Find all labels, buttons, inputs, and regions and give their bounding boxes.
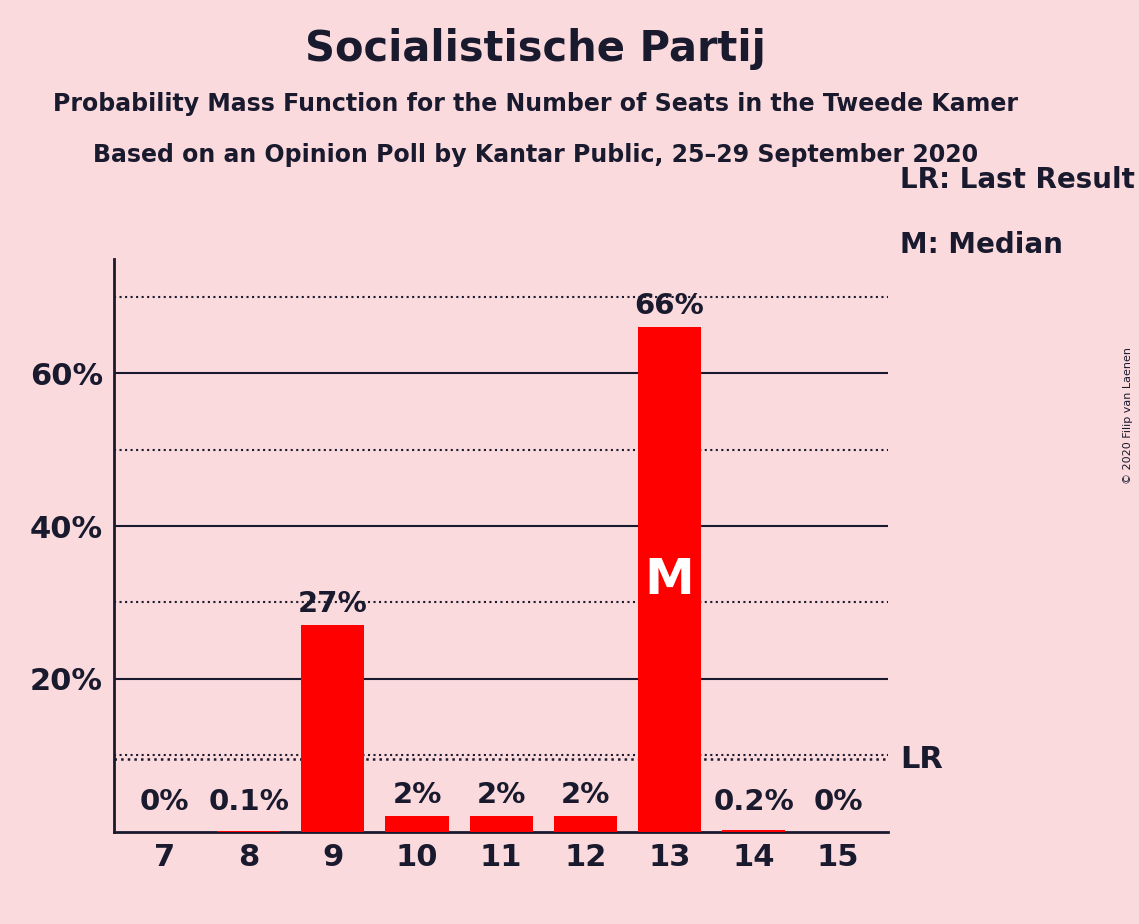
Text: 0.2%: 0.2% — [713, 788, 794, 816]
Text: M: M — [645, 555, 695, 603]
Bar — [385, 816, 449, 832]
Text: 2%: 2% — [476, 781, 526, 808]
Text: Socialistische Partij: Socialistische Partij — [305, 28, 765, 69]
Bar — [469, 816, 533, 832]
Text: 2%: 2% — [560, 781, 611, 808]
Bar — [638, 327, 702, 832]
Bar — [722, 830, 785, 832]
Text: 0%: 0% — [813, 788, 862, 816]
Text: 0%: 0% — [140, 788, 189, 816]
Text: M: Median: M: Median — [900, 231, 1063, 259]
Text: LR: LR — [900, 745, 943, 773]
Text: 0.1%: 0.1% — [208, 788, 289, 816]
Bar — [301, 626, 364, 832]
Text: 2%: 2% — [392, 781, 442, 808]
Text: LR: Last Result: LR: Last Result — [900, 166, 1134, 194]
Text: © 2020 Filip van Laenen: © 2020 Filip van Laenen — [1123, 347, 1133, 484]
Text: Based on an Opinion Poll by Kantar Public, 25–29 September 2020: Based on an Opinion Poll by Kantar Publi… — [92, 143, 978, 167]
Text: 27%: 27% — [298, 590, 368, 618]
Text: 66%: 66% — [634, 292, 704, 320]
Bar — [554, 816, 617, 832]
Text: Probability Mass Function for the Number of Seats in the Tweede Kamer: Probability Mass Function for the Number… — [52, 92, 1018, 116]
